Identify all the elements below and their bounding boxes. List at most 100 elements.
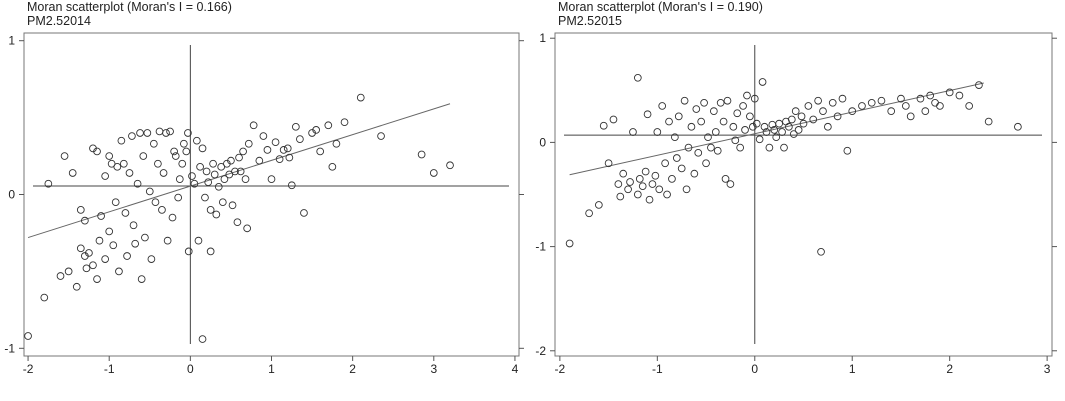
scatter-point [178,159,187,168]
scatter-point [64,267,73,276]
scatter-point [117,136,126,145]
scatter-points [24,93,454,343]
scatter-point [887,107,896,115]
scatter-point [1014,122,1022,131]
scatter-point [76,244,85,253]
scatter-point [762,128,771,136]
scatter-point [804,102,813,110]
x-tick-label: 4 [512,362,519,376]
scatter-point [101,255,109,263]
scatter-point [916,94,925,103]
x-tick-label: 1 [849,362,856,376]
scatter-point [228,201,237,210]
scatter-point [655,185,664,194]
scatter-point [595,201,603,209]
scatter-point [663,190,671,199]
scatter-point [791,107,800,115]
scatter-point [429,169,438,177]
scatter-point [175,175,184,183]
scatter-point [143,129,152,137]
scatter-point [417,150,426,159]
scatter-point [645,195,654,204]
scatter-point [702,159,710,168]
scatter-point [125,169,134,177]
scatter-point [687,122,696,131]
scatter-point [121,209,130,217]
scatter-point [565,239,574,248]
scatter-point [931,98,939,107]
scatter-point [719,117,728,126]
chart-title: Moran scatterplot (Moran's I = 0.166) [27,0,232,14]
scatter-point [155,127,164,136]
scatter-point [147,255,156,263]
scatter-point [287,181,296,190]
scatter-point [206,206,215,214]
scatter-point [233,218,242,227]
scatter-point [626,178,634,186]
scatter-point [726,180,735,188]
scatter-point [661,159,669,168]
scatter-point [901,102,910,110]
scatter-point [665,117,673,126]
scatter-point [619,169,628,178]
scatter-point [799,119,808,128]
scatter-point [843,146,852,155]
scatter-point [765,143,774,152]
scatter-points [565,73,1022,256]
scatter-point [131,239,140,248]
scatter-point [170,147,178,156]
scatter-point [697,117,706,126]
y-tick-label: -1 [4,341,15,355]
scatter-point [674,112,683,121]
chart-panel-2014: Moran scatterplot (Moran's I = 0.166) PM… [4,0,524,376]
plot-frame [23,32,520,357]
scatter-point [975,81,983,89]
scatter-point [210,170,219,179]
x-tick-label: 3 [1044,362,1051,376]
scatter-point [60,152,69,160]
scatter-point [168,213,177,222]
y-tick-label: 0 [8,188,15,202]
scatter-point [809,115,818,124]
scatter-point [785,122,793,131]
scatter-point [741,126,749,134]
scatter-point [824,122,832,131]
scatter-point [926,91,935,100]
scatter-point [129,221,138,230]
scatter-point [585,209,593,218]
scatter-point [115,267,123,276]
scatter-point [285,153,294,162]
scatter-point [93,147,101,156]
scatter-point [44,179,53,188]
scatter-point [324,121,333,130]
scatter-point [778,128,786,136]
scatter-point [609,115,618,124]
scatter-point [897,94,905,103]
scatter-point [279,146,288,154]
scatter-point [111,198,120,207]
scatter-point [635,175,644,183]
scatter-point [692,105,701,113]
scatter-point [651,171,660,180]
scatter-point [731,136,740,145]
scatter-point [174,193,183,202]
scatter-point [624,185,632,194]
scatter-point [231,167,239,176]
scatter-point [145,187,154,196]
y-tick-label: -2 [535,344,546,358]
y-tick-label: 1 [539,31,546,45]
scatter-point [736,143,745,152]
scatter-point [196,162,204,171]
scatter-point [239,147,247,156]
scatter-point [227,156,235,165]
scatter-point [643,110,652,119]
scatter-point [82,264,91,273]
scatter-point [243,224,252,233]
scatter-point [794,126,803,134]
scatter-point [93,275,101,283]
x-tick-label: -2 [555,362,566,376]
x-tick-label: 2 [946,362,953,376]
scatter-point [139,152,148,160]
scatter-point [945,88,954,97]
scatter-point [707,143,715,152]
